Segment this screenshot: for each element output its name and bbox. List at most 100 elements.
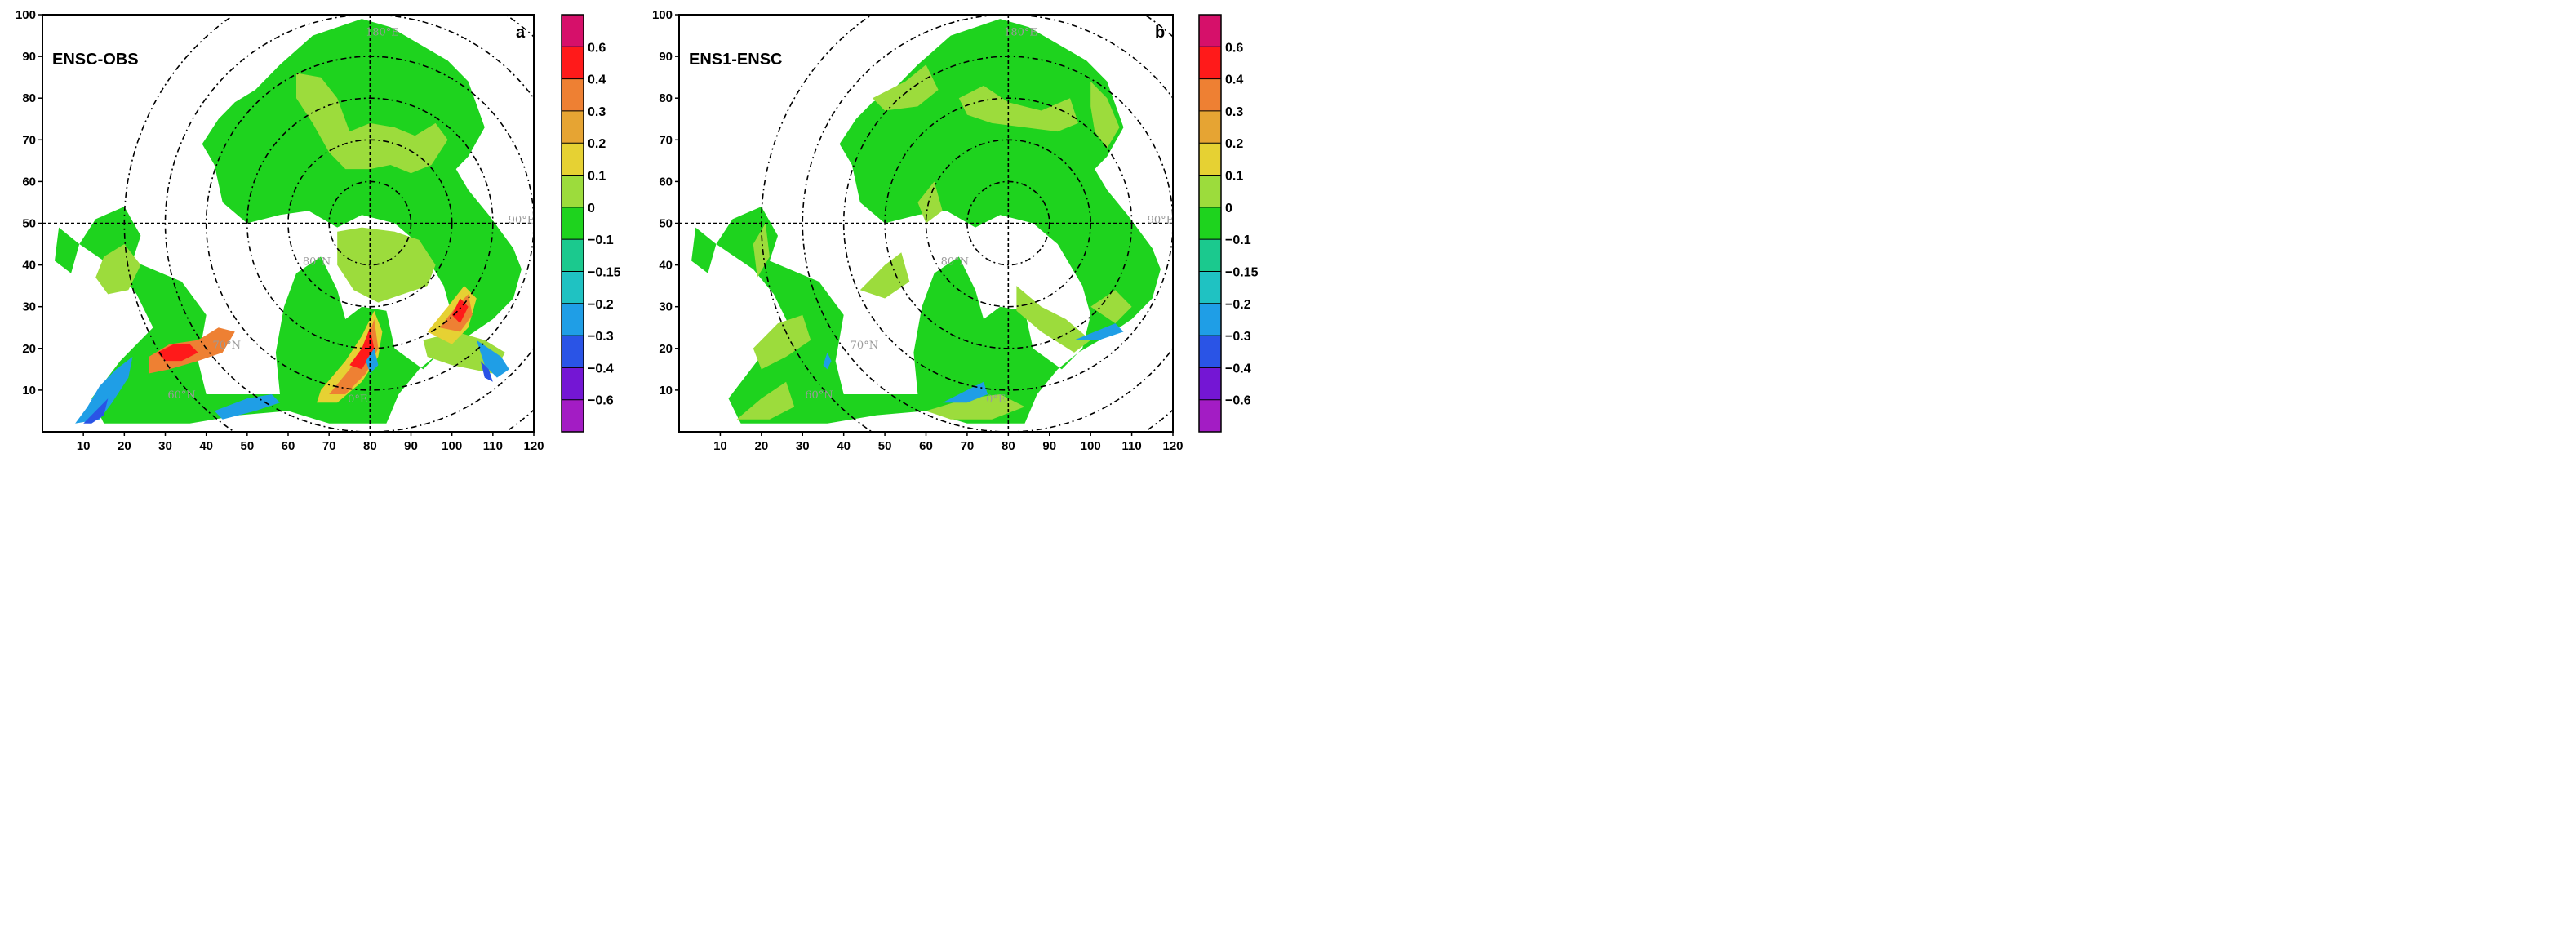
colorbar-label: −0.2 [1225,298,1251,312]
x-tick-label: 40 [837,439,851,453]
colorbar-frame [561,14,584,433]
x-tick-label: 30 [158,439,172,453]
colorbar-label: 0 [1225,202,1232,216]
map-content: 180°E 90°E 80°N 70°N 60°N 0°E [42,15,534,432]
panel-title: ENSC-OBS [52,51,139,69]
map-content: 180°E 90°E 80°N 70°N 60°N 0°E [679,15,1175,432]
map-label-4: 60°N [167,389,195,402]
y-tick-label: 10 [22,384,36,398]
colorbar-label: −0.15 [1225,265,1259,279]
y-tick-label: 30 [659,300,673,314]
field-region-10 [1090,290,1132,324]
y-tick-label: 40 [659,259,673,273]
x-tick-label: 40 [199,439,213,453]
x-tick-label: 10 [713,439,727,453]
y-tick-label: 80 [659,91,673,105]
y-tick-label: 90 [22,50,36,64]
field-region-14 [823,352,832,370]
panel-title: ENS1-ENSC [689,51,782,69]
colorbar-band [562,336,584,368]
x-tick-label: 100 [1081,439,1101,453]
x-tick-label: 10 [77,439,91,453]
colorbar-label: −0.1 [588,233,614,247]
colorbar-label: −0.3 [588,330,614,344]
y-tick-label: 60 [22,175,36,189]
x-tick-label: 110 [1121,439,1141,453]
panel-a: 180°E 90°E 80°N 70°N 60°N 0°E 10 20 30 40 50 60 70 80… [16,8,621,453]
field-region-11 [926,394,1025,420]
colorbar-band [1199,110,1221,144]
map-label-3: 70°N [213,340,241,352]
y-tick-label: 20 [22,342,36,356]
colorbar-band [562,239,584,272]
colorbar-label: −0.6 [1225,394,1251,408]
field-region-6 [317,310,383,403]
map-label-5: 0°E [986,393,1006,406]
colorbar-band [562,47,584,79]
colorbar-band [562,175,584,207]
map-label-0: 180°E [366,27,399,39]
y-tick-label: 100 [652,8,673,22]
y-tick-label: 90 [659,50,673,64]
field-region-7 [736,381,795,420]
field-region-10 [157,344,198,362]
map-label-1: 90°E [1148,215,1175,227]
x-tick-label: 20 [754,439,768,453]
colorbar-label: 0.2 [1225,137,1243,151]
field-region-5 [753,223,770,278]
colorbar-label: 0.3 [588,105,606,119]
colorbar-label: −0.4 [1225,362,1251,376]
field-region-11 [349,327,375,370]
colorbar-band [562,303,584,336]
colorbar-band [1199,367,1221,400]
field-region-18 [366,348,379,374]
field-region-3 [95,244,141,295]
x-tick-label: 120 [1162,439,1183,453]
field-region-13 [1074,323,1124,340]
y-tick-label: 10 [659,384,673,398]
colorbar-band [1199,271,1221,304]
x-tick-label: 60 [919,439,933,453]
colorbar-label: −0.3 [1225,330,1251,344]
y-tick-label: 50 [659,217,673,231]
y-tick-label: 30 [22,300,36,314]
colorbar-label: −0.2 [588,298,614,312]
field-region-15 [476,340,509,378]
x-tick-label: 30 [796,439,810,453]
y-tick-label: 60 [659,175,673,189]
field-region-1 [873,64,939,111]
x-tick-label: 120 [523,439,544,453]
colorbar-band [562,78,584,111]
colorbar-label: 0.6 [588,41,606,55]
map-label-3: 70°N [851,340,878,352]
colorbar-label: 0.3 [1225,105,1243,119]
colorbar-band [562,399,584,432]
field-region-2 [337,227,436,303]
field-region-14 [214,394,280,420]
colorbar-band [562,15,584,47]
colorbar-band [1199,399,1221,432]
panel-b: 180°E 90°E 80°N 70°N 60°N 0°E 10 20 30 40 50 60 70 80… [652,8,1259,453]
map-label-5: 0°E [348,393,367,406]
y-tick-label: 100 [16,8,36,22]
x-tick-label: 50 [878,439,892,453]
colorbar-band [562,143,584,176]
colorbar-label: −0.6 [588,394,614,408]
x-tick-label: 80 [363,439,377,453]
field-region-0 [55,19,522,424]
colorbar-label: 0.6 [1225,41,1243,55]
field-region-6 [753,314,811,370]
x-tick-label: 110 [483,439,503,453]
colorbar-band [1199,175,1221,207]
colorbar-band [562,110,584,144]
colorbar-label: 0.4 [1225,73,1243,87]
colorbar-band [1199,143,1221,176]
field-region-16 [83,398,109,424]
y-tick-label: 80 [22,91,36,105]
x-tick-label: 90 [1042,439,1056,453]
figure: 180°E 90°E 80°N 70°N 60°N 0°E 10 20 30 40 50 60 70 80… [16,8,1259,453]
colorbar-band [562,367,584,400]
colorbar-band [1199,15,1221,47]
colorbar-label: 0.1 [588,170,606,184]
colorbar-label: 0.2 [588,137,606,151]
